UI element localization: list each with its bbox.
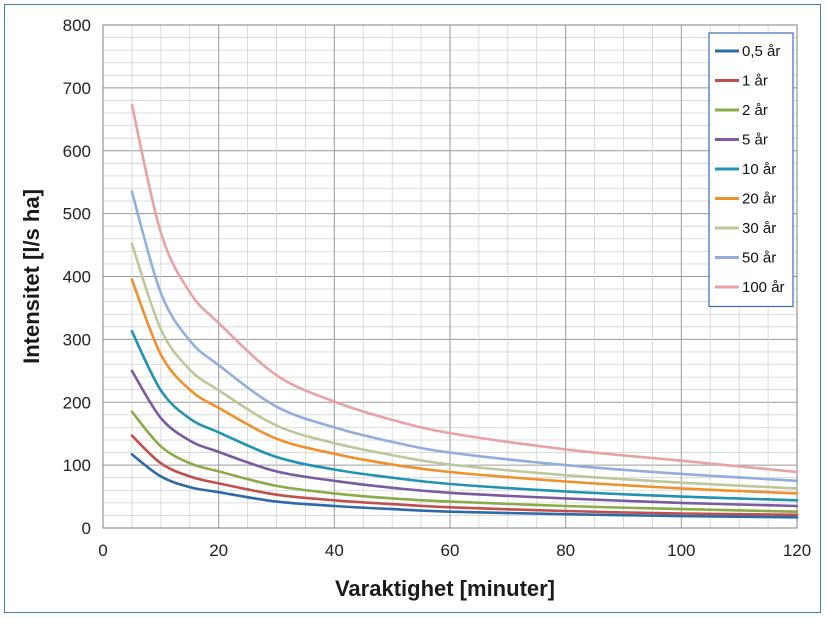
legend-label: 50 år (742, 250, 776, 267)
series-line (130, 434, 799, 517)
y-tick-label: 300 (63, 330, 91, 349)
x-tick-label: 40 (325, 541, 344, 560)
x-tick-label: 0 (98, 541, 107, 560)
legend-label: 5 år (742, 132, 768, 149)
chart-frame: 0 20 40 60 80 100 120 0 100 200 300 400 500 600 700 80… (4, 4, 821, 613)
legend-label: 100 år (742, 279, 785, 296)
legend-label: 30 år (742, 220, 776, 237)
y-tick-label: 0 (82, 519, 91, 538)
y-tick-label: 600 (63, 142, 91, 161)
legend-label: 0,5 år (742, 43, 780, 60)
x-tick-label: 60 (441, 541, 460, 560)
x-tick-label: 20 (209, 541, 228, 560)
series-line (130, 103, 799, 474)
y-tick-label: 100 (63, 456, 91, 475)
legend: 0,5 år 1 år 2 år 5 år 10 år 20 år 30 år 50 år 10… (708, 32, 794, 308)
y-tick-label: 700 (63, 79, 91, 98)
y-tick-labels: 0 100 200 300 400 500 600 700 800 (63, 16, 91, 538)
x-tick-label: 120 (783, 541, 811, 560)
series-line (130, 410, 799, 513)
x-tick-labels: 0 20 40 60 80 100 120 (98, 541, 811, 560)
y-tick-label: 500 (63, 205, 91, 224)
y-axis-title: Intensitet [l/s ha] (19, 189, 44, 364)
intensity-duration-chart: 0 20 40 60 80 100 120 0 100 200 300 400 500 600 700 80… (19, 16, 811, 601)
y-tick-label: 200 (63, 393, 91, 412)
legend-label: 1 år (742, 73, 768, 90)
series-line (130, 190, 799, 483)
legend-label: 2 år (742, 102, 768, 119)
plot-area-border (102, 24, 798, 529)
series-line (130, 329, 799, 502)
y-tick-label: 400 (63, 268, 91, 287)
series-layer (130, 103, 799, 519)
series-line (130, 453, 799, 519)
series-line (130, 242, 799, 490)
x-tick-label: 80 (556, 541, 575, 560)
series-line (130, 278, 799, 495)
series-line (130, 369, 799, 508)
x-axis-title: Varaktighet [minuter] (335, 576, 555, 601)
legend-label: 20 år (742, 191, 776, 208)
legend-label: 10 år (742, 161, 776, 178)
y-tick-label: 800 (63, 16, 91, 35)
x-tick-label: 100 (667, 541, 695, 560)
